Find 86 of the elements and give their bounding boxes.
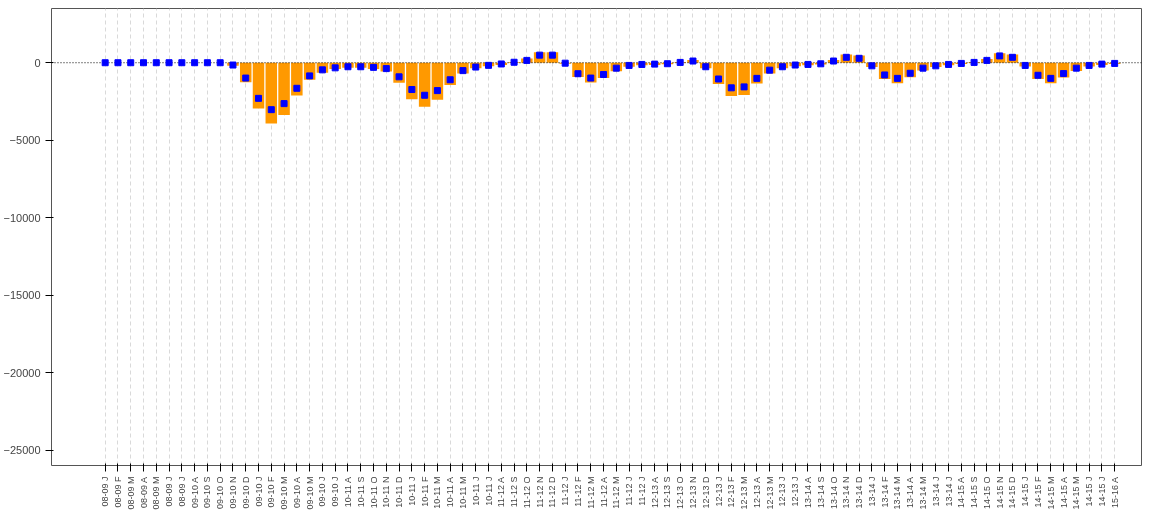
y-tick-label: −20000 [3, 366, 41, 379]
x-tick-label: 12-13 S [662, 476, 673, 509]
x-tick-label: 09-10 O [215, 476, 226, 510]
x-tick-label: 08-09 F [112, 476, 123, 508]
y-tick-label: −15000 [3, 289, 41, 302]
x-tick-label: 14-15 N [994, 476, 1005, 509]
x-tick-label: 09-10 F [266, 476, 277, 508]
x-tick-label: 10-11 S [355, 476, 366, 508]
x-tick-label: 10-11 J [483, 476, 494, 506]
x-tick-label: 10-11 J [406, 476, 417, 506]
x-tick-label: 08-09 M [151, 476, 162, 510]
x-tick-label: 14-15 A [1058, 476, 1069, 509]
x-tick-label: 13-14 M [892, 476, 903, 510]
x-tick-label: 15-16 A [1109, 476, 1120, 509]
y-tick-label: −25000 [3, 444, 41, 457]
x-tick-label: 08-09 J [100, 476, 111, 507]
x-tick-label: 13-14 A [905, 476, 916, 509]
x-tick-label: 09-10 M [279, 476, 290, 510]
x-tick-label: 09-10 N [227, 476, 238, 509]
x-tick-label: 12-13 M [739, 476, 750, 510]
x-tick-label: 09-10 J [253, 476, 264, 507]
x-tick-label: 14-15 F [1032, 476, 1043, 508]
x-tick-label: 14-15 A [956, 476, 967, 509]
x-tick-label: 12-13 D [700, 476, 711, 509]
x-tick-label: 12-13 A [649, 476, 660, 509]
x-tick-label: 12-13 J [790, 476, 801, 507]
x-tick-label: 11-12 M [585, 476, 596, 509]
x-tick-label: 10-11 J [470, 476, 481, 506]
x-tick-label: 12-13 N [687, 476, 698, 509]
x-tick-label: 09-10 S [202, 476, 213, 509]
x-tick-label: 11-12 A [598, 476, 609, 508]
x-tick-label: 14-15 M [1045, 476, 1056, 510]
x-tick-label: 12-13 J [777, 476, 788, 507]
x-tick-label: 09-10 M [304, 476, 315, 510]
x-tick-label: 14-15 J [1084, 476, 1095, 507]
x-tick-label: 14-15 D [1007, 476, 1018, 509]
x-tick-label: 09-10 J [317, 476, 328, 507]
x-tick-label: 10-11 D [394, 476, 405, 508]
x-tick-label: 12-13 J [713, 476, 724, 507]
x-tick-label: 09-10 J [330, 476, 341, 507]
x-tick-label: 11-12 J [636, 476, 647, 506]
x-tick-label: 13-14 F [879, 476, 890, 508]
x-tick-label: 11-12 O [521, 476, 532, 509]
x-tick-label: 13-14 D [854, 476, 865, 509]
x-tick-label: 13-14 J [930, 476, 941, 507]
x-tick-label: 11-12 J [624, 476, 635, 506]
x-tick-label: 10-11 M [457, 476, 468, 509]
x-tick-label: 11-12 A [496, 476, 507, 508]
x-tick-label: 13-14 M [917, 476, 928, 510]
y-tick-label: −10000 [3, 211, 41, 224]
x-tick-label: 09-10 D [240, 476, 251, 509]
x-tick-label: 14-15 M [1071, 476, 1082, 510]
x-tick-label: 14-15 J [1020, 476, 1031, 507]
x-tick-label: 08-09 M [125, 476, 136, 510]
x-tick-label: 13-14 J [943, 476, 954, 507]
y-tick-label: −5000 [9, 134, 41, 147]
x-tick-label: 08-09 A [138, 476, 149, 509]
x-tick-label: 14-15 J [1096, 476, 1107, 507]
x-tick-label: 12-13 M [764, 476, 775, 510]
x-tick-label: 14-15 S [969, 476, 980, 509]
x-tick-label: 11-12 J [560, 476, 571, 506]
x-tick-label: 11-12 M [611, 476, 622, 509]
x-tick-label: 13-14 N [841, 476, 852, 509]
x-tick-label: 08-09 J [176, 476, 187, 507]
x-tick-label: 11-12 D [547, 476, 558, 508]
x-tick-label: 08-09 J [164, 476, 175, 507]
x-tick-label: 10-11 N [381, 476, 392, 508]
x-tick-label: 13-14 S [815, 476, 826, 509]
x-tick-label: 10-11 M [432, 476, 443, 509]
x-tick-label: 12-13 A [751, 476, 762, 509]
x-tick-label: 11-12 F [572, 476, 583, 507]
x-tick-label: 11-12 N [534, 476, 545, 508]
x-tick-label: 13-14 O [828, 476, 839, 510]
x-tick-label: 12-13 F [726, 476, 737, 508]
x-tick-label: 14-15 O [981, 476, 992, 510]
x-tick-label: 09-10 A [189, 476, 200, 509]
x-tick-label: 13-14 A [802, 476, 813, 509]
x-tick-label: 09-10 A [291, 476, 302, 509]
x-tick-label: 10-11 F [419, 476, 430, 507]
x-tick-label: 10-11 A [445, 476, 456, 508]
x-tick-label: 10-11 O [368, 476, 379, 509]
y-tick-label: 0 [34, 56, 41, 69]
x-tick-label: 13-14 J [866, 476, 877, 507]
x-tick-label: 11-12 S [509, 476, 520, 508]
x-tick-label: 10-11 A [342, 476, 353, 508]
x-tick-label: 12-13 O [675, 476, 686, 510]
